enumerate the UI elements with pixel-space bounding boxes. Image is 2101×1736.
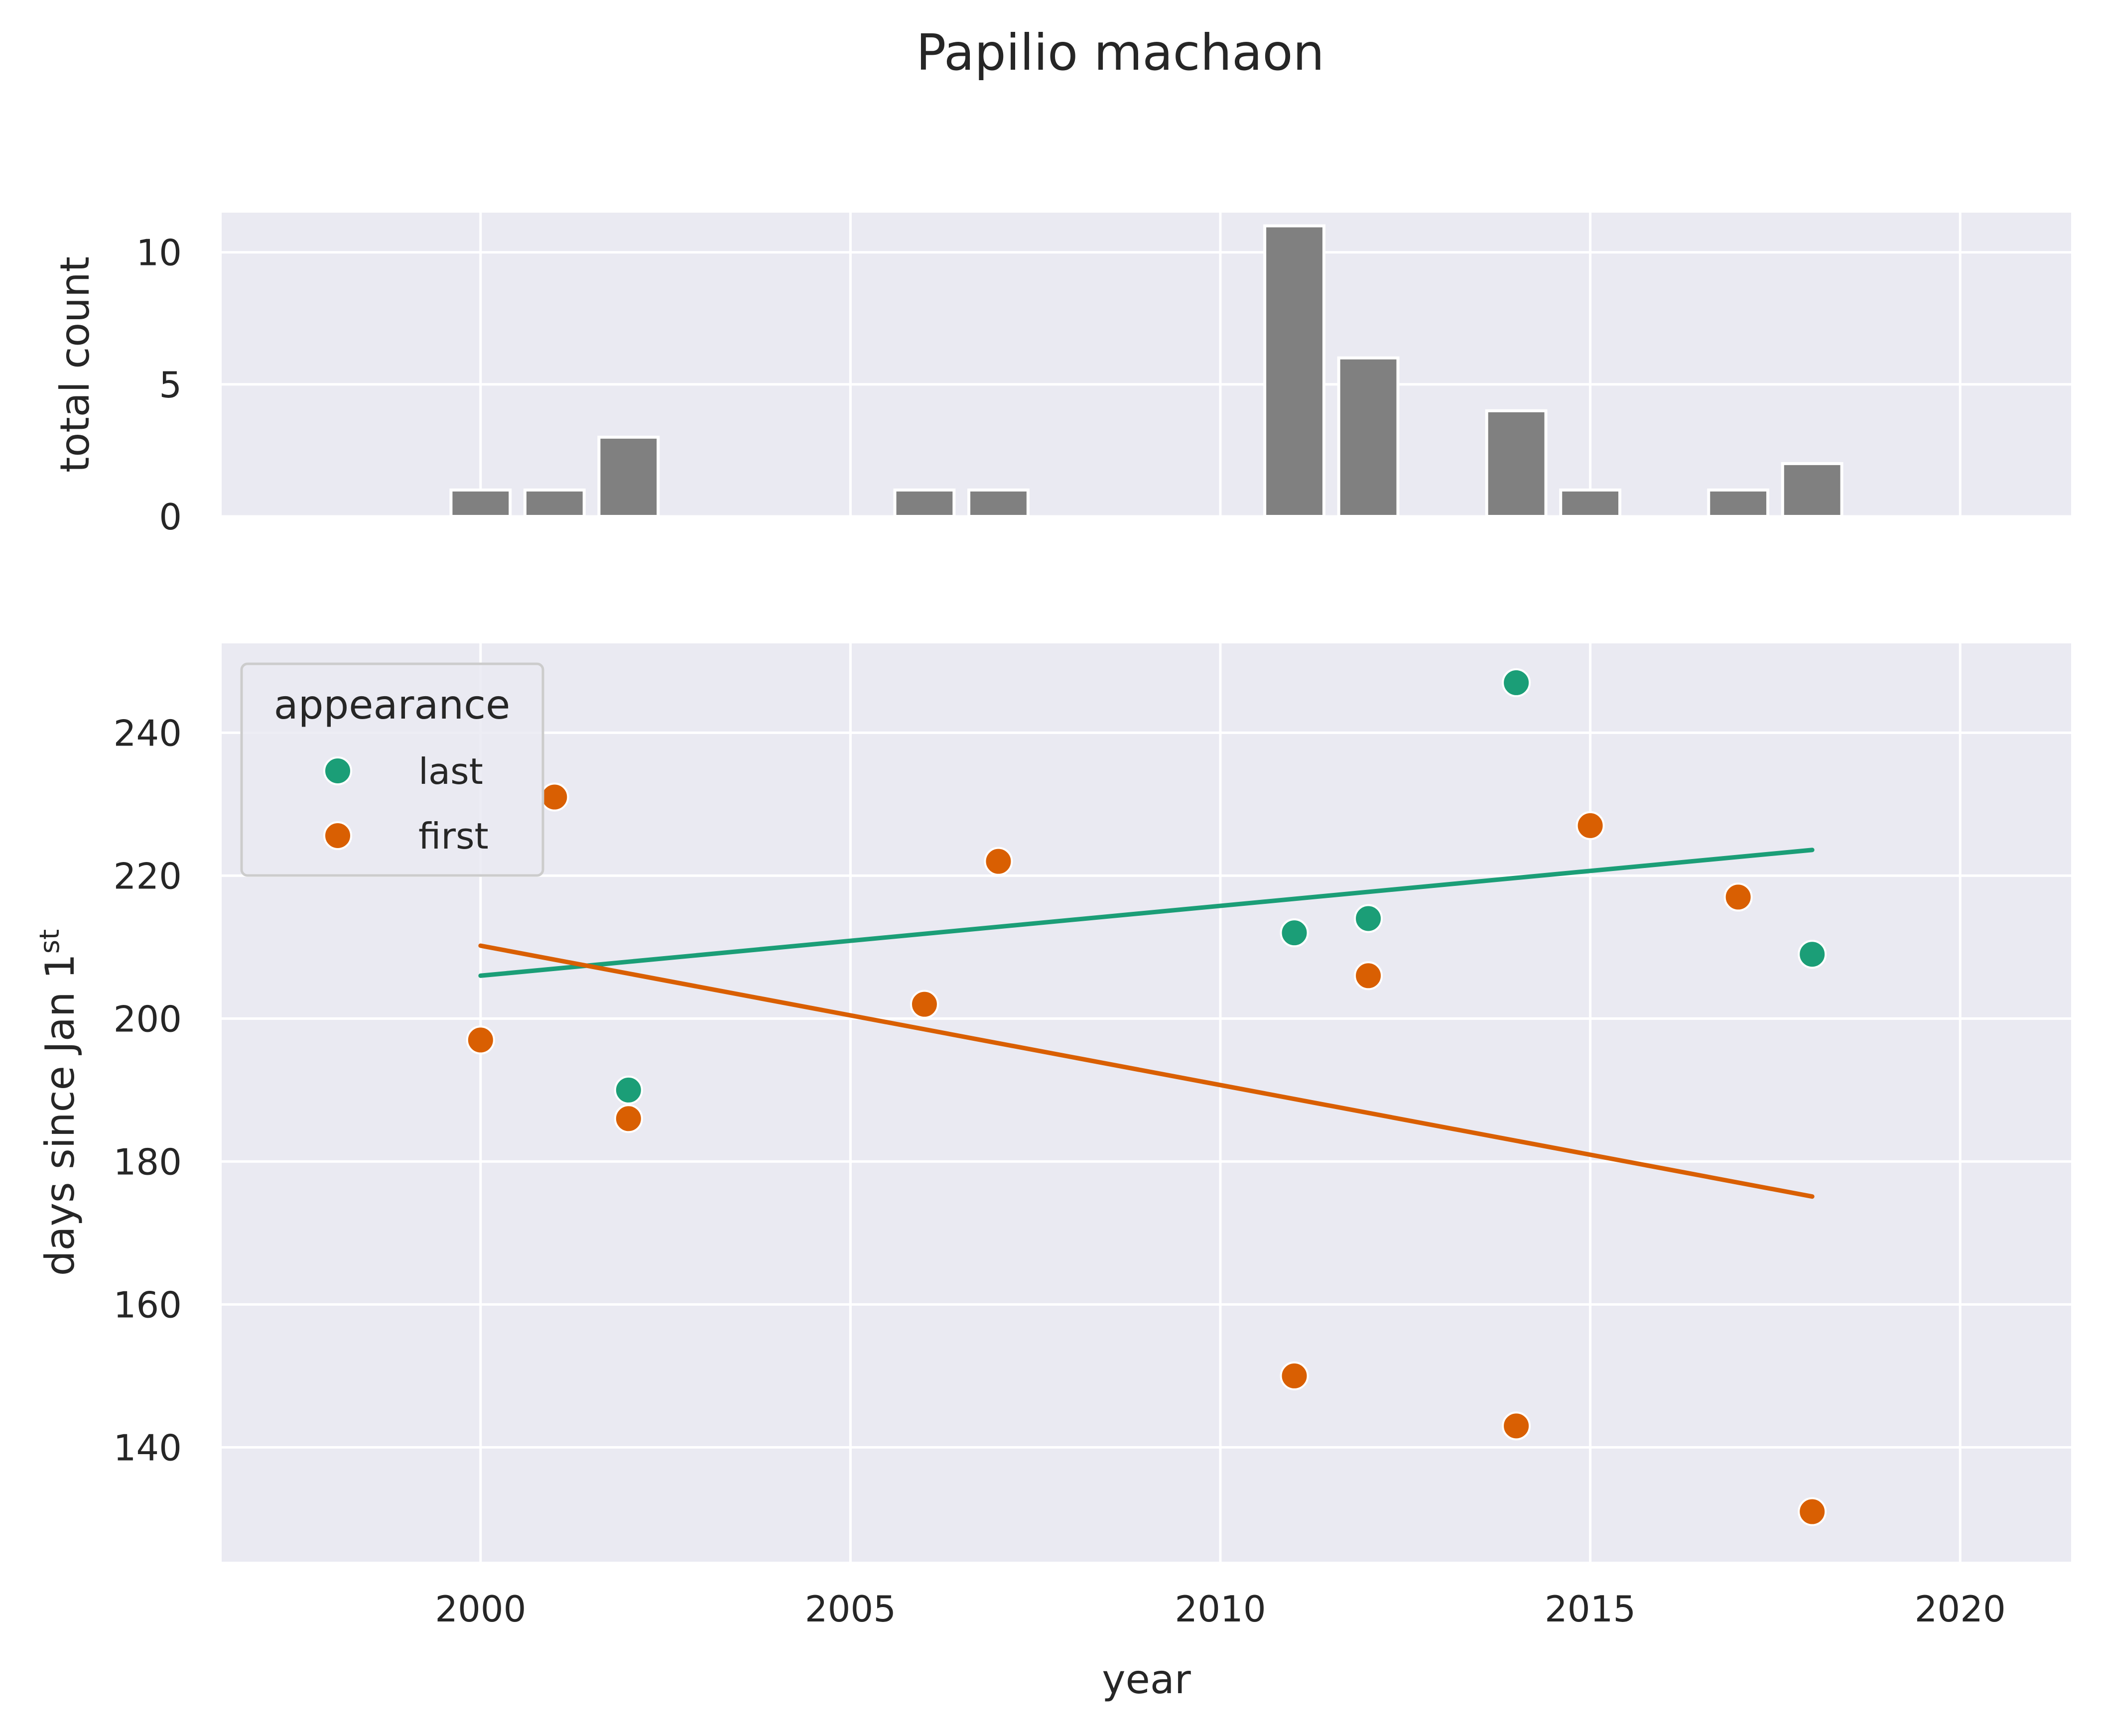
figure-title: Papilio machaon xyxy=(916,23,1324,82)
legend-label-first: first xyxy=(418,815,489,857)
point-last xyxy=(1798,940,1827,969)
scatter-y-tick-label: 180 xyxy=(114,1141,182,1183)
count-y-tick-labels: 0 5 10 xyxy=(136,232,182,538)
count-bars xyxy=(449,224,1843,518)
legend-items: last first xyxy=(323,750,489,857)
point-first xyxy=(1576,811,1605,840)
scatter-gridlines xyxy=(222,643,2071,1562)
y-label-main: days since Jan 1 xyxy=(37,954,83,1276)
count-bar xyxy=(1559,488,1622,518)
count-bar xyxy=(597,435,660,518)
scatter-points xyxy=(466,668,1827,1526)
trend-line-last xyxy=(478,848,1815,978)
y-label-superscript: st xyxy=(34,929,65,954)
point-first xyxy=(1354,961,1383,991)
x-tick-label: 2010 xyxy=(1175,1588,1266,1630)
count-bar xyxy=(1485,409,1548,518)
point-first xyxy=(1798,1497,1827,1526)
point-first xyxy=(1502,1411,1531,1441)
scatter-y-tick-label: 220 xyxy=(114,855,182,897)
count-bar xyxy=(523,488,586,518)
x-tick-label: 2000 xyxy=(435,1588,526,1630)
scatter-y-axis-label: days since Jan 1st xyxy=(34,929,83,1276)
scatter-y-tick-label: 160 xyxy=(114,1284,182,1326)
point-first xyxy=(466,1025,495,1055)
x-axis-label: year xyxy=(1102,1656,1191,1703)
x-tick-labels: 2000 2005 2010 2015 2020 xyxy=(435,1588,2006,1630)
count-bar xyxy=(893,488,956,518)
count-bar xyxy=(1263,224,1325,518)
point-first xyxy=(910,990,939,1019)
scatter-y-tick-label: 200 xyxy=(114,998,182,1040)
count-plot-area xyxy=(222,213,2071,516)
trend-lines xyxy=(478,848,1815,1199)
point-first xyxy=(614,1104,643,1133)
count-y-tick-label: 0 xyxy=(159,496,182,538)
count-bar xyxy=(1707,488,1770,518)
point-first xyxy=(1280,1361,1309,1390)
count-bar xyxy=(449,488,512,518)
count-bar xyxy=(1337,356,1400,518)
point-last xyxy=(1280,918,1309,948)
scatter-y-tick-label: 140 xyxy=(114,1427,182,1469)
x-tick-label: 2020 xyxy=(1915,1588,2006,1630)
scatter-y-tick-label: 240 xyxy=(114,712,182,754)
count-bar xyxy=(967,488,1030,518)
point-last xyxy=(614,1075,643,1105)
count-bar xyxy=(1781,462,1843,518)
point-first xyxy=(540,782,569,812)
scatter-y-tick-labels: 140 160 180 200 220 240 xyxy=(114,712,182,1469)
legend-box xyxy=(240,662,544,877)
trend-line-first xyxy=(478,943,1815,1199)
legend: appearance last first xyxy=(240,662,544,877)
legend-title: appearance xyxy=(274,682,511,728)
point-first xyxy=(984,847,1013,876)
x-tick-label: 2015 xyxy=(1545,1588,1636,1630)
count-y-tick-label: 10 xyxy=(136,232,182,274)
legend-marker-first xyxy=(323,821,352,850)
point-last xyxy=(1354,904,1383,933)
x-tick-label: 2005 xyxy=(805,1588,896,1630)
legend-marker-last xyxy=(323,756,352,785)
count-y-axis-label: total count xyxy=(52,256,98,473)
legend-label-last: last xyxy=(418,750,483,792)
point-first xyxy=(1723,882,1753,912)
point-last xyxy=(1502,668,1531,697)
count-bar-panel: 0 5 10 total count xyxy=(52,213,2071,538)
count-y-tick-label: 5 xyxy=(159,364,182,406)
